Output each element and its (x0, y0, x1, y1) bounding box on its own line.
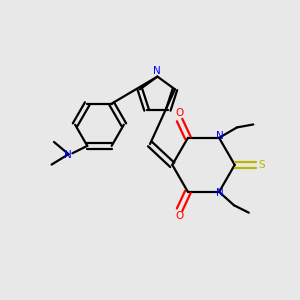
Text: S: S (259, 160, 266, 170)
Text: N: N (153, 66, 161, 76)
Text: N: N (216, 131, 224, 141)
Text: N: N (216, 188, 224, 198)
Text: O: O (176, 211, 184, 221)
Text: N: N (64, 150, 72, 160)
Text: O: O (176, 109, 184, 118)
